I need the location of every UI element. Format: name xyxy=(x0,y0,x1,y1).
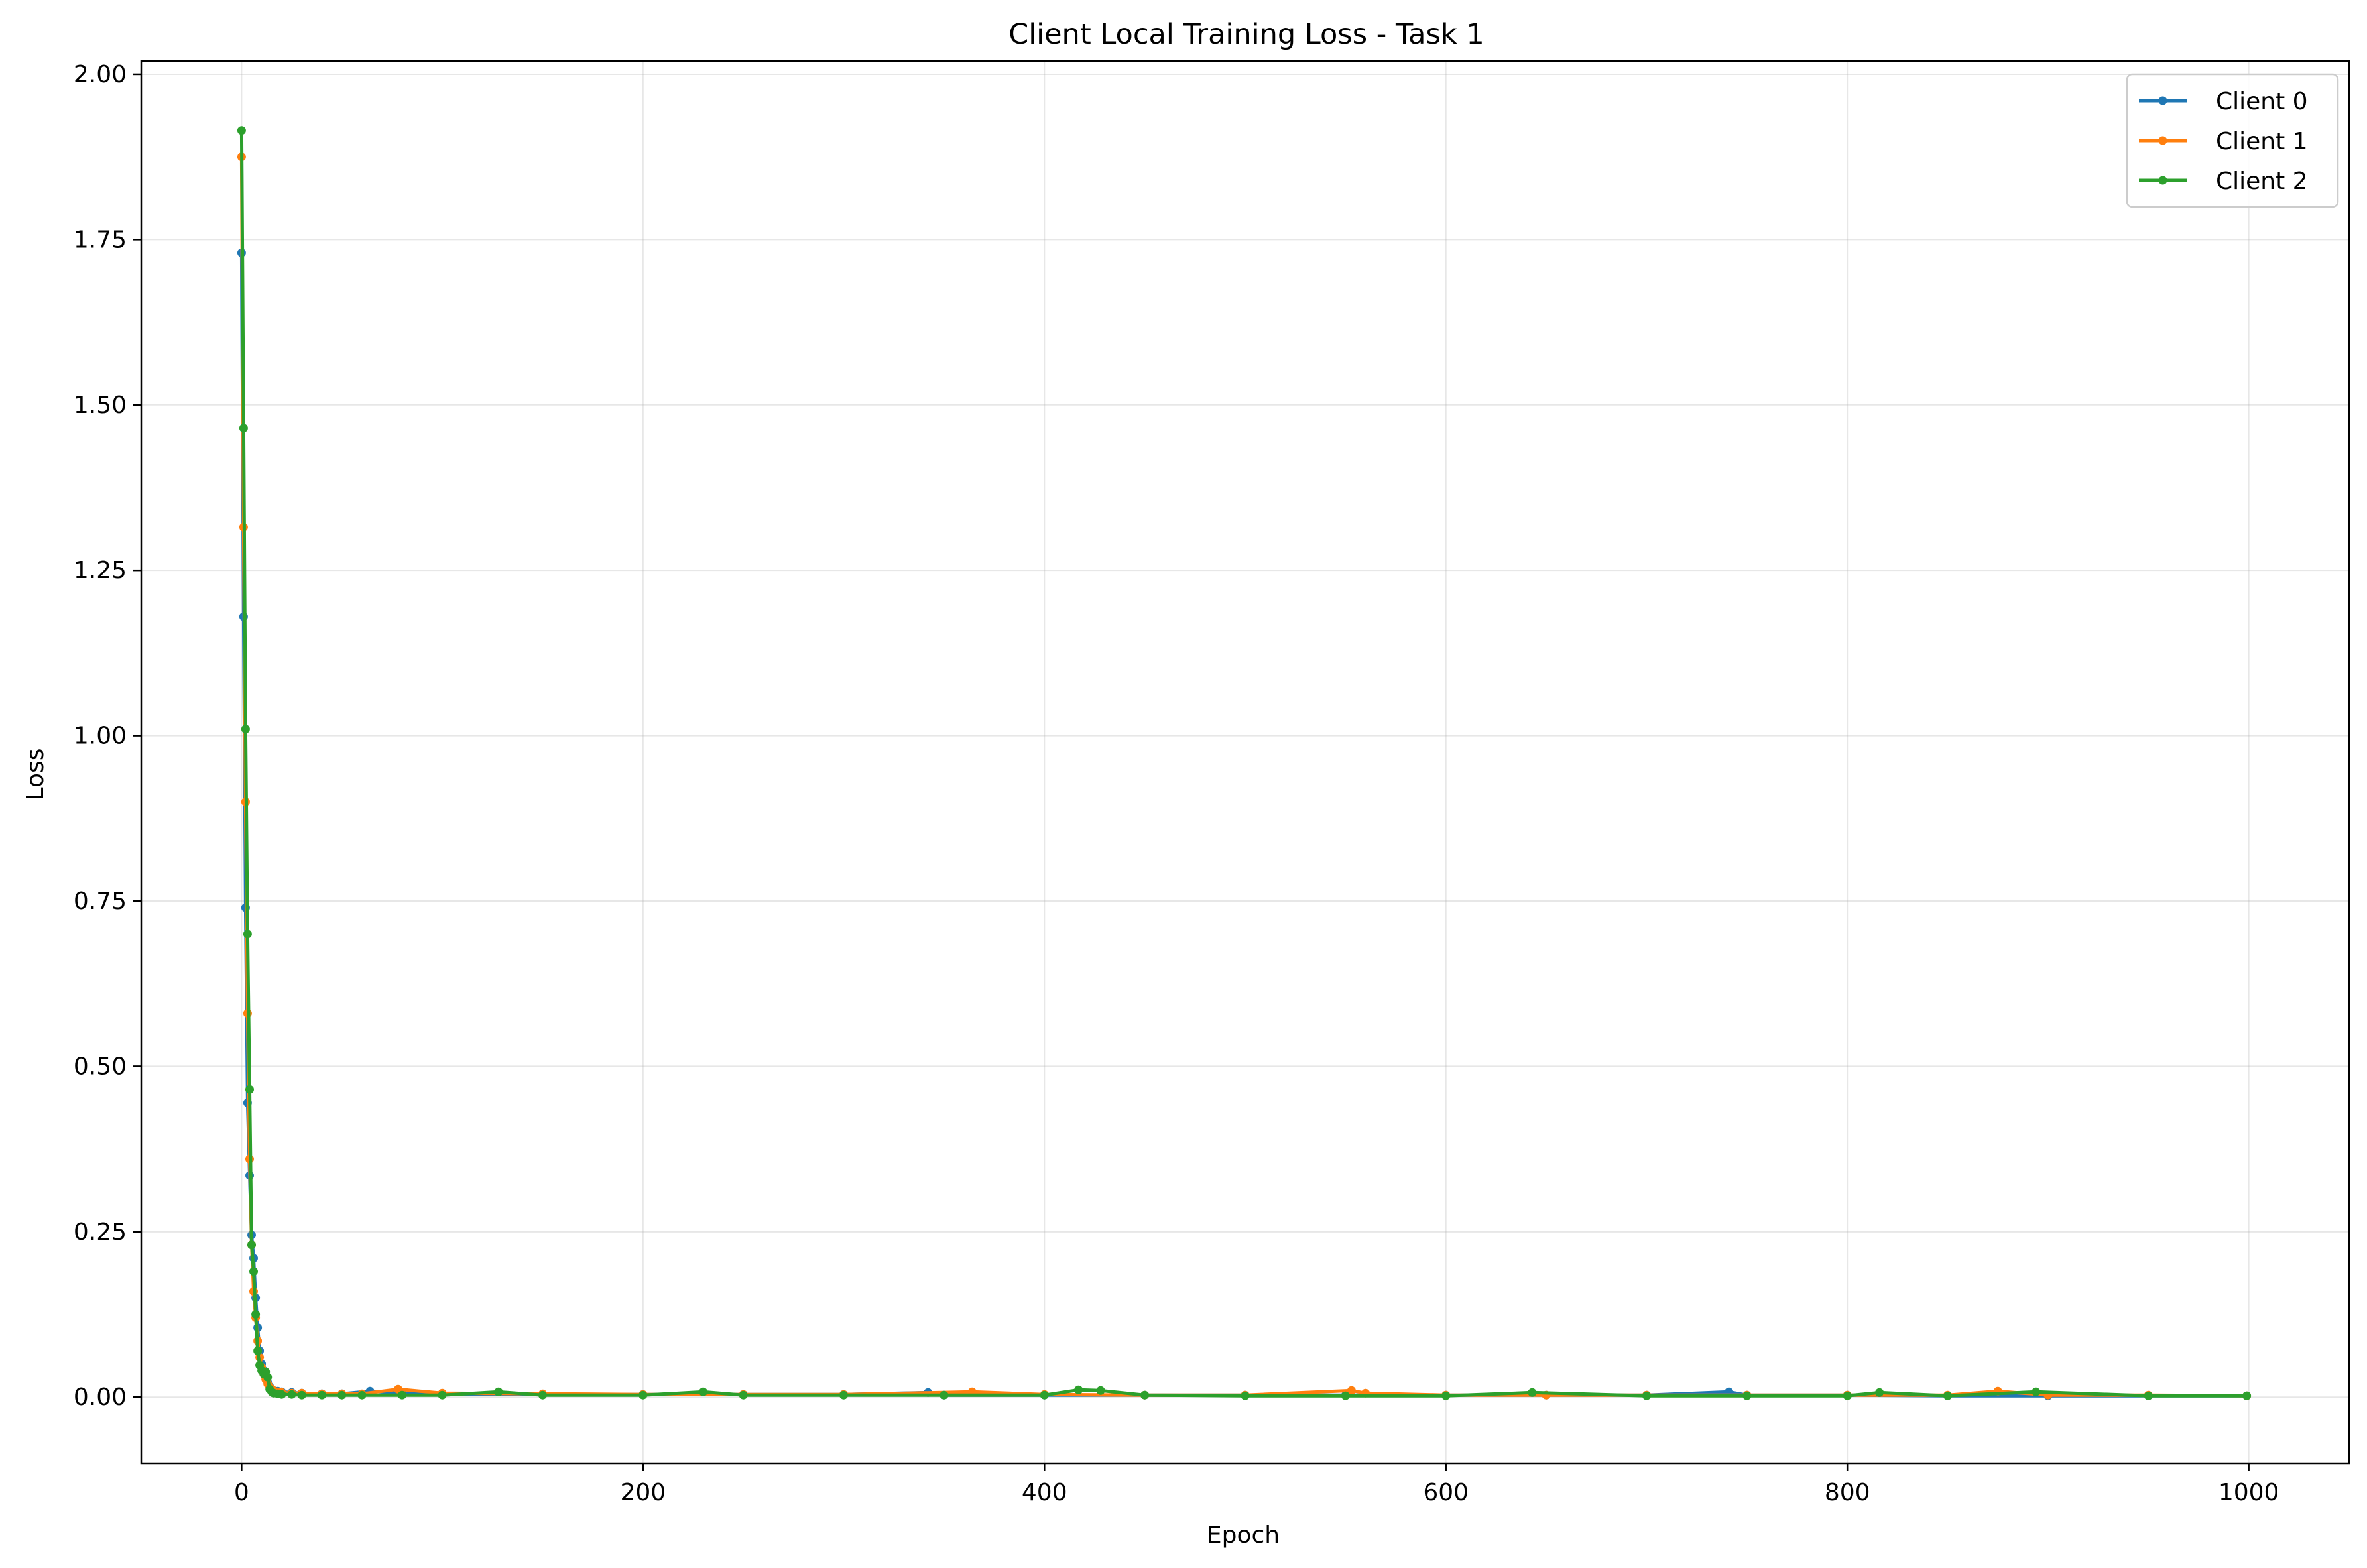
legend-box xyxy=(2126,73,2339,208)
chart-title: Client Local Training Loss - Task 1 xyxy=(1008,18,1485,51)
data-point xyxy=(253,1346,263,1355)
y-axis-label: Loss xyxy=(22,749,49,801)
y-tick-label: 2.00 xyxy=(74,61,127,88)
x-tick-label: 0 xyxy=(234,1479,249,1506)
data-point xyxy=(1441,1391,1451,1400)
data-point xyxy=(538,1390,547,1400)
data-point xyxy=(2032,1387,2041,1396)
x-axis-label: Epoch xyxy=(1207,1522,1280,1549)
data-point xyxy=(739,1390,748,1400)
data-point xyxy=(2144,1391,2153,1400)
data-point xyxy=(239,424,248,433)
legend-marker xyxy=(2158,176,2167,185)
data-point xyxy=(1742,1391,1752,1400)
data-point xyxy=(241,725,250,734)
y-tick-label: 0.25 xyxy=(74,1219,127,1246)
data-point xyxy=(494,1387,503,1396)
data-point xyxy=(839,1390,848,1400)
data-point xyxy=(699,1387,708,1396)
x-tick-label: 1000 xyxy=(2218,1479,2279,1506)
grid-lines xyxy=(141,61,2349,1463)
data-point xyxy=(1096,1386,1105,1395)
data-point xyxy=(337,1390,347,1400)
data-point xyxy=(1843,1391,1852,1400)
legend-label: Client 2 xyxy=(2216,168,2308,195)
x-tick-label: 400 xyxy=(1022,1479,1067,1506)
data-point xyxy=(1040,1390,1049,1400)
data-point xyxy=(249,1267,258,1276)
plot-background xyxy=(141,61,2349,1463)
legend-marker xyxy=(2158,136,2167,145)
series-2 xyxy=(237,126,2252,1400)
data-point xyxy=(1642,1391,1651,1400)
data-point xyxy=(1341,1391,1350,1400)
data-point xyxy=(1528,1388,1537,1397)
y-tick-label: 1.50 xyxy=(74,392,127,419)
data-point xyxy=(438,1390,447,1400)
x-tick-label: 600 xyxy=(1423,1479,1469,1506)
data-point xyxy=(1140,1390,1150,1400)
data-point xyxy=(357,1390,367,1400)
data-point xyxy=(318,1390,326,1400)
y-tick-label: 0.50 xyxy=(74,1053,127,1080)
y-tick-label: 0.00 xyxy=(74,1384,127,1411)
data-point xyxy=(1943,1391,1952,1400)
data-point xyxy=(1074,1385,1083,1394)
y-tick-label: 1.00 xyxy=(74,723,127,750)
y-tick-label: 0.75 xyxy=(74,888,127,915)
data-point xyxy=(243,930,252,939)
y-tick-label: 1.75 xyxy=(74,226,127,253)
data-point xyxy=(237,126,246,135)
data-point xyxy=(247,1240,256,1250)
data-point xyxy=(277,1390,286,1399)
x-axis: 0 200 400 600 800 1000 xyxy=(234,1463,2279,1506)
plot-frame xyxy=(140,60,2350,1465)
data-point xyxy=(940,1390,949,1400)
data-point xyxy=(297,1390,306,1400)
x-tick-label: 800 xyxy=(1825,1479,1870,1506)
series-group xyxy=(237,126,2252,1400)
x-tick-label: 200 xyxy=(620,1479,666,1506)
data-point xyxy=(263,1372,273,1382)
data-point xyxy=(245,1085,254,1094)
data-point xyxy=(287,1390,296,1399)
data-point xyxy=(398,1390,406,1400)
data-point xyxy=(1241,1391,1250,1400)
legend: Client 0 Client 1 Client 2 xyxy=(2126,73,2339,208)
data-point xyxy=(638,1390,648,1400)
y-tick-label: 1.25 xyxy=(74,557,127,584)
legend-label: Client 1 xyxy=(2216,128,2308,155)
data-point xyxy=(2242,1391,2252,1400)
plot-area: 0 200 400 600 800 1000 0.00 0.25 0.50 0.75 1.00 1.… xyxy=(74,60,2350,1506)
legend-label: Client 0 xyxy=(2216,88,2308,115)
data-point xyxy=(251,1310,261,1319)
legend-marker xyxy=(2158,96,2167,105)
data-point xyxy=(1875,1388,1884,1397)
y-axis: 0.00 0.25 0.50 0.75 1.00 1.25 1.50 1.75 2.00 xyxy=(74,61,141,1411)
data-point xyxy=(1347,1386,1356,1395)
